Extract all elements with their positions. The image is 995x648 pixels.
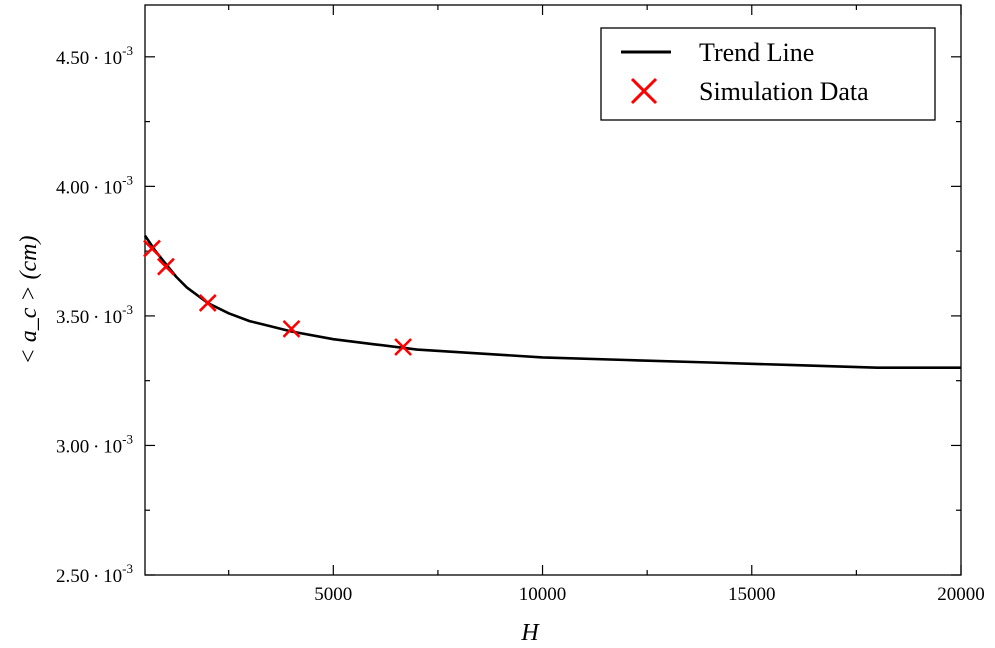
x-tick-label: 15000 bbox=[728, 584, 776, 605]
simulation-point bbox=[282, 319, 301, 338]
legend-label-trend: Trend Line bbox=[699, 38, 814, 67]
legend: Trend Line Simulation Data bbox=[600, 27, 936, 121]
simulation-point bbox=[198, 294, 217, 312]
trend-line bbox=[143, 234, 961, 370]
x-tick-label: 5000 bbox=[314, 584, 352, 605]
x-axis-title: H bbox=[520, 620, 540, 646]
simulation-point bbox=[143, 239, 161, 258]
x-tick-label: 10000 bbox=[519, 584, 567, 605]
y-tick-labels: 2.50 · 10-3 3.00 · 10-3 3.50 · 10-3 4.00 · … bbox=[56, 43, 133, 587]
y-tick-label: 4.00 · 10-3 bbox=[56, 172, 133, 198]
simulation-point bbox=[157, 257, 175, 276]
x-tick-label: 20000 bbox=[937, 584, 985, 605]
y-axis-title: < a_c > (cm) bbox=[16, 235, 42, 364]
legend-label-simulation: Simulation Data bbox=[699, 77, 869, 106]
x-tick-labels: 5000 10000 15000 20000 bbox=[314, 584, 984, 605]
simulation-point bbox=[394, 338, 412, 356]
axis-ticks bbox=[145, 5, 962, 576]
y-tick-label: 3.50 · 10-3 bbox=[56, 302, 133, 328]
y-tick-label: 3.00 · 10-3 bbox=[56, 431, 133, 457]
y-tick-label: 4.50 · 10-3 bbox=[56, 43, 133, 69]
legend-box bbox=[600, 27, 936, 121]
legend-marker-swatch bbox=[630, 77, 658, 105]
series-layer bbox=[143, 234, 961, 370]
plot-frame bbox=[144, 4, 962, 576]
y-tick-label: 2.50 · 10-3 bbox=[56, 561, 133, 587]
